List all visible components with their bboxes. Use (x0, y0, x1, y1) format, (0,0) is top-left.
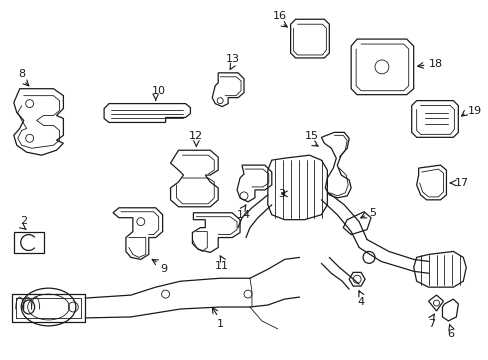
Text: 17: 17 (453, 178, 468, 188)
Text: 19: 19 (468, 105, 481, 116)
Text: 18: 18 (427, 59, 442, 69)
Text: 12: 12 (189, 131, 203, 141)
Text: 4: 4 (357, 297, 364, 307)
Text: 15: 15 (304, 131, 318, 141)
Text: 10: 10 (151, 86, 165, 96)
Text: 13: 13 (225, 54, 240, 64)
Text: 9: 9 (160, 264, 167, 274)
Text: 7: 7 (427, 319, 434, 329)
Text: 5: 5 (368, 208, 375, 218)
Text: 2: 2 (20, 216, 27, 226)
Text: 14: 14 (237, 210, 250, 220)
Text: 3: 3 (278, 189, 285, 199)
Text: 11: 11 (215, 261, 229, 271)
Text: 16: 16 (272, 11, 286, 21)
Text: 8: 8 (18, 69, 25, 79)
Text: 6: 6 (446, 329, 453, 339)
Text: 1: 1 (216, 319, 223, 329)
